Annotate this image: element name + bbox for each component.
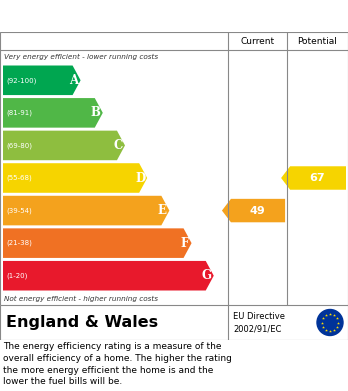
Polygon shape [3, 228, 191, 258]
Text: (39-54): (39-54) [6, 207, 32, 214]
Polygon shape [3, 131, 125, 160]
Text: G: G [202, 269, 212, 282]
Text: Not energy efficient - higher running costs: Not energy efficient - higher running co… [4, 296, 158, 301]
Text: (81-91): (81-91) [6, 109, 32, 116]
Polygon shape [281, 166, 346, 190]
Text: Very energy efficient - lower running costs: Very energy efficient - lower running co… [4, 54, 158, 60]
Polygon shape [3, 261, 214, 291]
Polygon shape [3, 98, 103, 127]
Text: (21-38): (21-38) [6, 240, 32, 246]
Text: EU Directive: EU Directive [233, 312, 285, 321]
Text: (55-68): (55-68) [6, 175, 32, 181]
Circle shape [317, 310, 343, 335]
Text: F: F [180, 237, 189, 249]
Text: C: C [113, 139, 122, 152]
Text: B: B [91, 106, 101, 119]
Text: 49: 49 [250, 206, 266, 215]
Text: (69-80): (69-80) [6, 142, 32, 149]
Text: D: D [135, 172, 145, 185]
Text: (1-20): (1-20) [6, 273, 27, 279]
Text: 67: 67 [310, 173, 325, 183]
Text: Energy Efficiency Rating: Energy Efficiency Rating [9, 9, 219, 23]
Polygon shape [3, 66, 81, 95]
Text: The energy efficiency rating is a measure of the
overall efficiency of a home. T: The energy efficiency rating is a measur… [3, 342, 232, 386]
Polygon shape [222, 199, 285, 222]
Text: Current: Current [240, 36, 275, 45]
Text: (92-100): (92-100) [6, 77, 37, 84]
Text: 2002/91/EC: 2002/91/EC [233, 324, 281, 333]
Text: A: A [69, 74, 78, 87]
Polygon shape [3, 163, 147, 193]
Text: England & Wales: England & Wales [6, 315, 158, 330]
Text: E: E [158, 204, 167, 217]
Text: Potential: Potential [298, 36, 338, 45]
Polygon shape [3, 196, 169, 225]
